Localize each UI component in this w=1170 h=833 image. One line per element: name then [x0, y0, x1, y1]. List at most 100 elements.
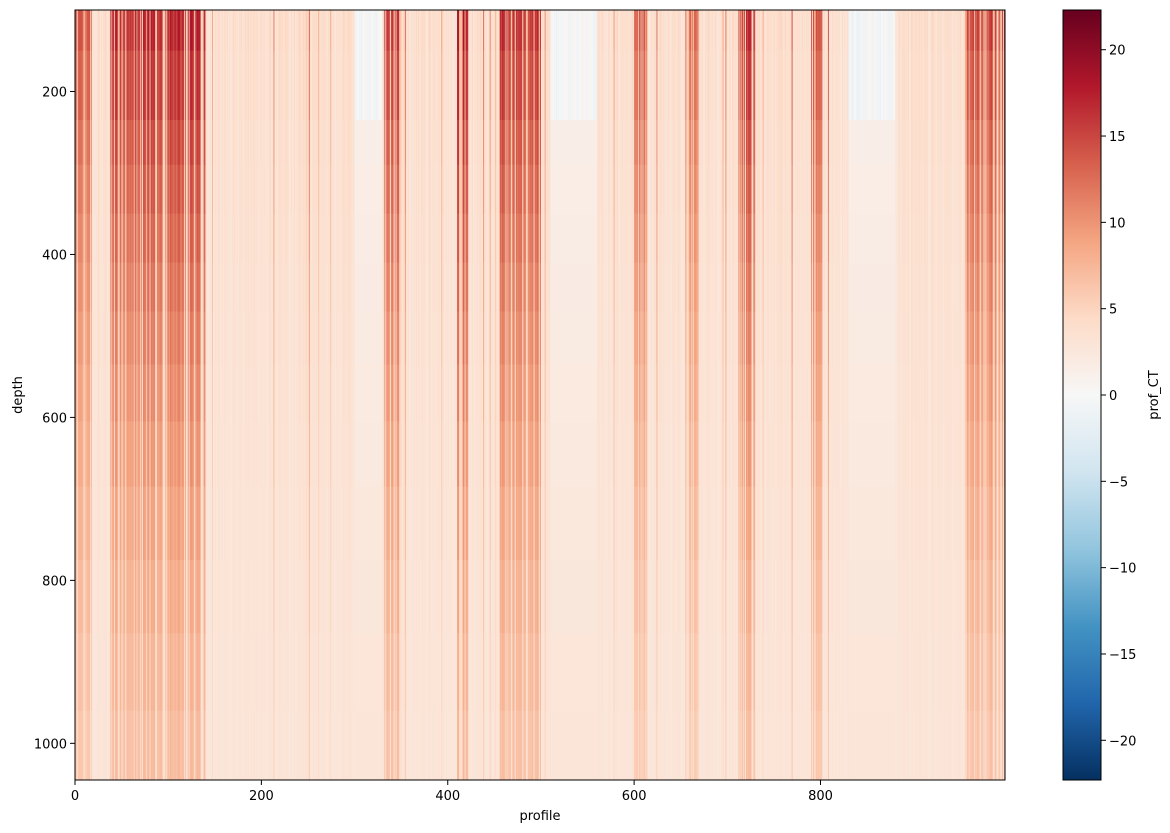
- heatmap-cell: [647, 213, 649, 263]
- heatmap-cell: [290, 10, 292, 52]
- heatmap-cell: [512, 213, 514, 263]
- heatmap-cell: [877, 50, 879, 121]
- heatmap-cell: [122, 50, 124, 121]
- heatmap-cell: [111, 10, 113, 52]
- heatmap-cell: [720, 50, 723, 121]
- heatmap-cell: [796, 10, 798, 52]
- heatmap-cell: [167, 10, 169, 52]
- heatmap-cell: [87, 213, 89, 263]
- heatmap-cell: [104, 262, 107, 312]
- heatmap-cell: [75, 262, 77, 312]
- heatmap-cell: [887, 50, 889, 121]
- heatmap-cell: [994, 213, 997, 263]
- heatmap-cell: [525, 50, 527, 121]
- heatmap-cell: [248, 262, 250, 312]
- heatmap-cell: [276, 262, 278, 312]
- heatmap-cell: [827, 50, 830, 121]
- heatmap-cell: [794, 50, 796, 121]
- heatmap-cell: [822, 120, 824, 166]
- heatmap-cell: [451, 262, 453, 312]
- heatmap-cell: [309, 120, 312, 166]
- heatmap-cell: [314, 50, 316, 121]
- heatmap-cell: [224, 164, 226, 215]
- heatmap-cell: [353, 10, 355, 52]
- heatmap-cell: [318, 120, 320, 166]
- heatmap-cell: [337, 50, 340, 121]
- heatmap-cell: [507, 10, 509, 52]
- heatmap-cell: [85, 164, 87, 215]
- heatmap-cell: [989, 10, 991, 52]
- heatmap-cell: [1000, 213, 1002, 263]
- heatmap-cell: [155, 120, 157, 166]
- heatmap-cell: [815, 50, 818, 121]
- heatmap-cell: [982, 120, 984, 166]
- heatmap-cell: [281, 50, 284, 121]
- heatmap-cell: [141, 120, 143, 166]
- heatmap-cell: [113, 10, 115, 52]
- heatmap-cell: [252, 164, 254, 215]
- heatmap-cell: [716, 213, 718, 263]
- heatmap-cell: [629, 164, 631, 215]
- heatmap-cell: [796, 164, 798, 215]
- heatmap-cell: [778, 213, 780, 263]
- heatmap-cell: [629, 213, 631, 263]
- heatmap-cell: [344, 213, 346, 263]
- heatmap-cell: [451, 10, 453, 52]
- heatmap-cell: [349, 10, 352, 52]
- heatmap-cell: [878, 50, 880, 121]
- heatmap-cell: [319, 164, 321, 215]
- heatmap-cell: [930, 120, 932, 166]
- heatmap-cell: [762, 120, 765, 166]
- heatmap-cell: [347, 164, 349, 215]
- heatmap-cell: [972, 164, 974, 215]
- heatmap-cell: [786, 50, 788, 121]
- heatmap-cell: [354, 10, 356, 52]
- heatmap-cell: [751, 164, 753, 215]
- heatmap-cell: [134, 120, 136, 166]
- heatmap-cell: [660, 10, 662, 52]
- heatmap-cell: [282, 213, 285, 263]
- heatmap-cell: [668, 213, 670, 263]
- heatmap-cell: [201, 50, 204, 121]
- heatmap-cell: [305, 120, 307, 166]
- heatmap-cell: [667, 10, 669, 52]
- heatmap-cell: [341, 120, 343, 166]
- heatmap-cell: [154, 164, 156, 215]
- heatmap-cell: [821, 164, 823, 215]
- heatmap-cell: [209, 50, 211, 121]
- heatmap-cell: [431, 164, 434, 215]
- heatmap-cell: [473, 120, 476, 166]
- heatmap-cell: [753, 164, 755, 215]
- heatmap-cell: [420, 164, 423, 215]
- heatmap-cell: [766, 120, 768, 166]
- heatmap-cell: [791, 50, 793, 121]
- heatmap-cell: [677, 213, 680, 263]
- heatmap-cell: [936, 10, 939, 52]
- heatmap-cell: [734, 50, 737, 121]
- heatmap-cell: [178, 213, 180, 263]
- heatmap-cell: [520, 120, 522, 166]
- heatmap-cell: [431, 262, 434, 312]
- heatmap-cell: [416, 164, 418, 215]
- heatmap-cell: [750, 50, 752, 121]
- heatmap-cell: [102, 120, 104, 166]
- heatmap-cell: [978, 50, 981, 121]
- heatmap-cell: [121, 164, 123, 215]
- heatmap-cell: [471, 10, 473, 52]
- heatmap-cell: [350, 164, 353, 215]
- heatmap-cell: [265, 262, 267, 312]
- heatmap-cell: [219, 120, 221, 166]
- heatmap-cell: [320, 213, 322, 263]
- heatmap-cell: [185, 164, 188, 215]
- heatmap-cell: [106, 164, 109, 215]
- heatmap-cell: [179, 10, 181, 52]
- heatmap-cell: [777, 120, 779, 166]
- heatmap-cell: [950, 120, 953, 166]
- heatmap-cell: [309, 213, 312, 263]
- heatmap-cell: [433, 10, 436, 52]
- heatmap-cell: [976, 164, 978, 215]
- heatmap-cell: [625, 50, 628, 121]
- heatmap-cell: [569, 50, 572, 121]
- heatmap-cell: [1002, 50, 1004, 121]
- heatmap-cell: [516, 50, 519, 121]
